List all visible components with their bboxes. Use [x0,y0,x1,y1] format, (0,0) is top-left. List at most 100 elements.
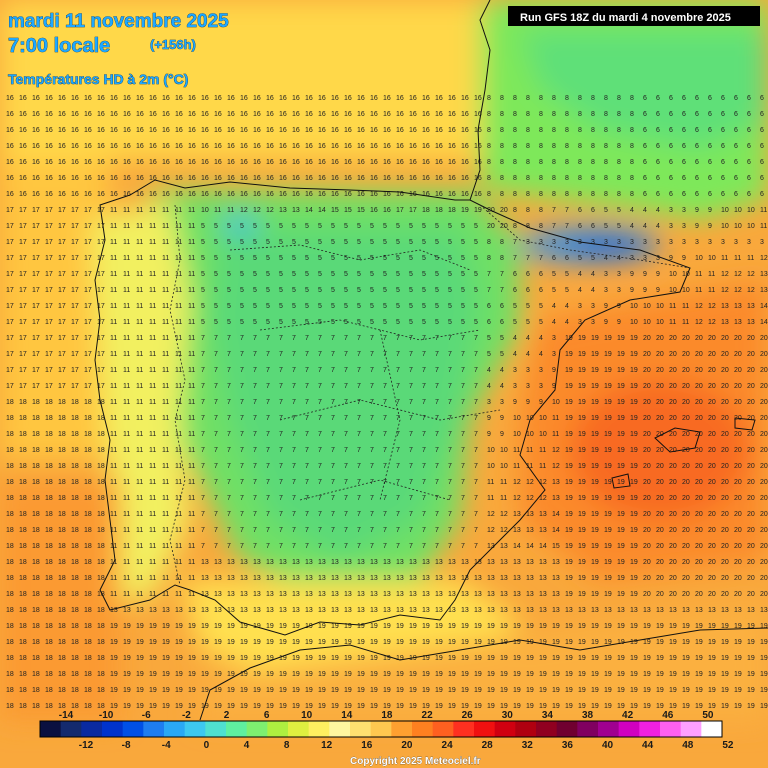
grid-value: 12 [747,287,755,294]
grid-value: 6 [760,191,764,198]
grid-value: 19 [604,703,612,710]
grid-value: 7 [370,367,374,374]
grid-value: 7 [461,495,465,502]
grid-value: 17 [97,383,105,390]
grid-value: 13 [669,607,677,614]
grid-value: 7 [253,463,257,470]
scale-swatch [60,721,82,737]
grid-value: 17 [19,319,27,326]
grid-value: 11 [136,383,143,390]
grid-value: 19 [266,703,274,710]
grid-value: 18 [58,495,66,502]
grid-value: 7 [305,431,309,438]
grid-value: 8 [500,159,504,166]
grid-value: 7 [448,399,452,406]
scale-swatch [598,721,620,737]
grid-value: 16 [97,111,105,118]
grid-value: 19 [604,559,612,566]
grid-value: 18 [84,655,92,662]
grid-value: 19 [136,671,144,678]
grid-value: 16 [435,191,443,198]
grid-value: 19 [578,463,586,470]
grid-value: 5 [331,239,335,246]
grid-value: 16 [123,191,131,198]
grid-value: 19 [682,655,690,662]
grid-value: 16 [201,191,209,198]
grid-value: 10 [630,303,638,310]
grid-value: 16 [253,127,261,134]
grid-value: 19 [578,655,586,662]
grid-value: 9 [617,303,621,310]
grid-value: 19 [630,543,638,550]
scale-bottom-label: 12 [321,740,333,751]
grid-value: 19 [513,703,521,710]
grid-value: 10 [526,431,534,438]
grid-value: 4 [643,207,647,214]
grid-value: 11 [188,447,195,454]
grid-value: 20 [734,479,742,486]
grid-value: 5 [370,271,374,278]
grid-value: 8 [513,127,517,134]
grid-value: 17 [84,351,92,358]
grid-value: 17 [6,319,14,326]
iberia-coastline [94,179,691,636]
grid-value: 16 [110,159,118,166]
grid-value: 5 [513,319,517,326]
grid-value: 19 [591,367,599,374]
grid-value: 7 [240,511,244,518]
grid-value: 14 [318,207,326,214]
grid-value: 3 [513,383,517,390]
grid-value: 19 [279,639,287,646]
grid-value: 20 [669,447,677,454]
grid-value: 19 [240,671,248,678]
grid-value: 6 [695,143,699,150]
scale-swatch [618,721,640,737]
grid-value: 19 [474,623,482,630]
grid-value: 20 [747,351,755,358]
grid-value: 11 [123,383,130,390]
grid-value: 6 [656,111,660,118]
grid-value: 19 [435,655,443,662]
grid-value: 7 [422,447,426,454]
scale-bottom-label: 24 [442,740,454,751]
grid-value: 19 [617,575,625,582]
grid-value: 16 [370,175,378,182]
grid-value: 5 [201,271,205,278]
grid-value: 18 [71,559,79,566]
grid-value: 17 [6,383,14,390]
grid-value: 16 [110,95,118,102]
copyright: Copyright 2025 Meteociel.fr [350,756,481,767]
grid-value: 7 [435,495,439,502]
grid-value: 11 [123,335,130,342]
grid-value: 5 [292,223,296,230]
grid-value: 5 [435,319,439,326]
grid-value: 19 [591,335,599,342]
grid-value: 11 [136,431,143,438]
grid-value: 20 [682,495,690,502]
grid-value: 16 [227,111,235,118]
grid-value: 17 [32,319,40,326]
grid-value: 7 [383,479,387,486]
grid-value: 13 [500,543,508,550]
grid-value: 16 [253,143,261,150]
grid-value: 13 [526,591,534,598]
grid-value: 7 [370,463,374,470]
grid-value: 17 [71,271,79,278]
grid-value: 18 [71,495,79,502]
grid-value: 11 [110,223,117,230]
grid-value: 6 [682,111,686,118]
grid-value: 13 [539,591,547,598]
grid-value: 16 [71,111,79,118]
grid-value: 8 [604,127,608,134]
grid-value: 19 [396,703,404,710]
grid-value: 14 [760,319,768,326]
grid-value: 11 [669,303,676,310]
grid-value: 17 [97,303,105,310]
grid-value: 3 [578,303,582,310]
grid-value: 19 [162,671,170,678]
grid-value: 11 [188,527,195,534]
grid-value: 6 [747,143,751,150]
grid-value: 11 [175,383,182,390]
grid-value: 7 [240,495,244,502]
grid-value: 18 [84,527,92,534]
